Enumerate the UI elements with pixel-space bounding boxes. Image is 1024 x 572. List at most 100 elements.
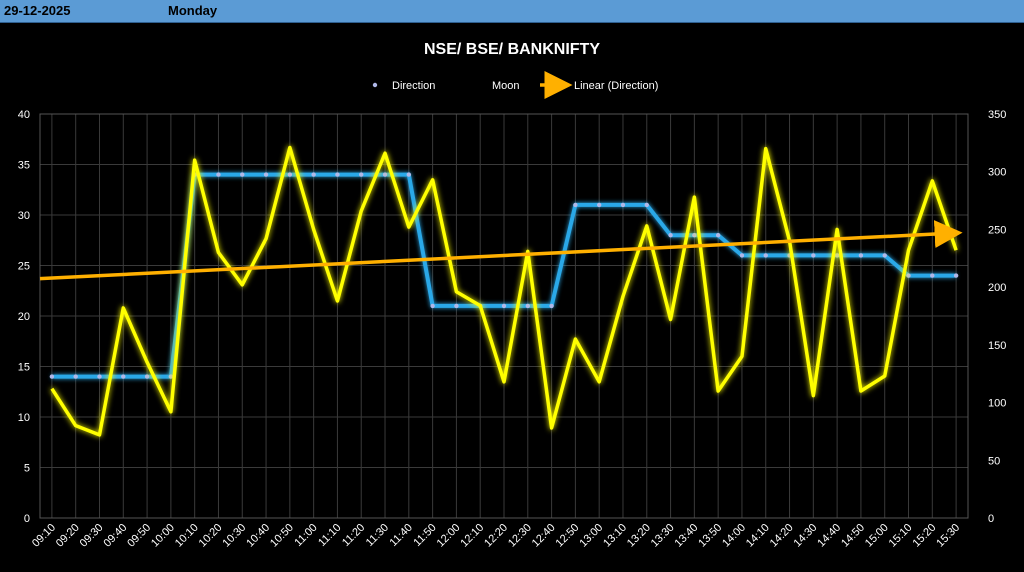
x-tick-label: 14:10 [744, 522, 772, 550]
direction-point [620, 202, 626, 208]
x-tick-label: 12:30 [506, 522, 534, 550]
y-left-tick-label: 5 [24, 463, 30, 475]
direction-point [858, 253, 864, 258]
direction-point [715, 233, 721, 238]
y-right-tick-label: 350 [988, 109, 1006, 121]
chart-title: NSE/ BSE/ BANKNIFTY [424, 41, 600, 58]
x-tick-label: 10:50 [268, 522, 296, 550]
linear-trend-line [39, 220, 963, 281]
moon-line [50, 145, 958, 437]
series-layer [39, 145, 963, 437]
x-tick-label: 09:20 [54, 522, 82, 550]
x-tick-label: 10:20 [197, 522, 225, 550]
x-tick-label: 13:00 [577, 522, 605, 550]
x-tick-label: 15:00 [863, 522, 891, 550]
x-tick-label: 09:30 [78, 522, 106, 550]
direction-point [97, 374, 102, 379]
y-left-tick-label: 20 [18, 311, 30, 323]
direction-point [882, 253, 887, 258]
x-tick-label: 09:10 [30, 522, 58, 550]
chart-legend: Direction Moon Linear (Direction) [360, 71, 658, 99]
y-left-tick-label: 40 [18, 109, 30, 121]
direction-point [739, 253, 745, 258]
x-tick-label: 11:50 [411, 522, 438, 549]
x-tick-label: 13:40 [673, 522, 701, 550]
direction-point [240, 172, 245, 177]
y-left-tick-label: 15 [18, 362, 30, 374]
x-tick-label: 13:10 [601, 522, 629, 550]
direction-point [692, 233, 697, 238]
direction-point [406, 172, 412, 177]
y-right-tick-label: 100 [988, 398, 1006, 410]
x-tick-label: 09:50 [125, 522, 153, 550]
direction-point [501, 303, 507, 309]
x-tick-label: 10:30 [220, 522, 248, 550]
direction-point [668, 233, 673, 238]
y-right-tick-label: 250 [988, 224, 1006, 236]
x-tick-label: 12:10 [458, 522, 486, 550]
plot-border [39, 113, 969, 519]
header-bar: 29-12-2025 Monday [0, 0, 1024, 23]
y-right-tick-label: 50 [988, 455, 1000, 467]
y-left-tick-label: 30 [18, 210, 30, 222]
x-tick-label: 14:30 [792, 522, 820, 550]
legend-moon-label: Moon [492, 80, 520, 92]
x-tick-label: 11:20 [340, 522, 367, 549]
direction-point [644, 202, 649, 208]
x-tick-label: 11:00 [292, 522, 319, 549]
y-axis-right: 0 50 100 150 200 250 300 350 [988, 109, 1006, 525]
direction-point [525, 303, 530, 309]
x-tick-label: 12:00 [435, 522, 463, 550]
x-tick-label: 10:10 [173, 522, 201, 550]
direction-point [263, 172, 269, 177]
x-tick-label: 11:30 [364, 522, 391, 549]
y-axis-left: 0 5 10 15 20 25 30 35 40 [18, 109, 30, 525]
y-left-tick-label: 0 [24, 513, 30, 525]
x-tick-label: 15:20 [910, 522, 938, 550]
direction-point [335, 172, 340, 177]
legend-direction-marker [372, 82, 378, 88]
x-tick-label: 10:40 [244, 522, 272, 550]
direction-point [168, 374, 174, 379]
date-label: 29-12-2025 [4, 3, 71, 18]
direction-point [73, 374, 78, 379]
x-tick-label: 12:40 [530, 522, 558, 550]
x-tick-label: 14:40 [815, 522, 843, 550]
direction-point [549, 303, 554, 309]
direction-point [573, 202, 578, 208]
legend-linear-label: Linear (Direction) [574, 80, 658, 92]
y-right-tick-label: 150 [988, 340, 1006, 352]
y-left-tick-label: 35 [18, 160, 30, 172]
x-tick-label: 14:20 [768, 522, 796, 550]
direction-point [811, 253, 816, 258]
x-tick-label: 11:10 [316, 522, 343, 549]
direction-point [763, 253, 768, 258]
direction-point [359, 172, 364, 177]
direction-point [930, 273, 935, 278]
direction-point [953, 273, 959, 278]
direction-point [287, 172, 293, 177]
x-tick-label: 11:40 [388, 522, 415, 549]
direction-point [382, 172, 388, 177]
y-right-tick-label: 300 [988, 167, 1006, 179]
x-tick-label: 10:00 [149, 522, 177, 550]
direction-point [834, 253, 840, 258]
direction-point [121, 374, 126, 379]
y-left-tick-label: 10 [18, 412, 30, 424]
x-tick-label: 14:00 [720, 522, 748, 550]
direction-point [454, 303, 459, 309]
x-tick-label: 15:10 [887, 522, 915, 550]
direction-point [144, 374, 150, 379]
x-tick-label: 12:20 [482, 522, 510, 550]
y-right-tick-label: 200 [988, 282, 1006, 294]
legend-direction-label: Direction [392, 80, 435, 92]
x-tick-label: 15:30 [934, 522, 962, 550]
x-tick-label: 12:50 [554, 522, 582, 550]
y-left-tick-label: 25 [18, 261, 30, 273]
line-chart: NSE/ BSE/ BANKNIFTY Direction Moon Linear … [18, 41, 1007, 550]
day-label: Monday [168, 3, 218, 18]
x-tick-label: 13:50 [696, 522, 724, 550]
x-tick-label: 09:40 [101, 522, 129, 550]
y-right-tick-label: 0 [988, 513, 994, 525]
x-tick-label: 13:20 [625, 522, 653, 550]
